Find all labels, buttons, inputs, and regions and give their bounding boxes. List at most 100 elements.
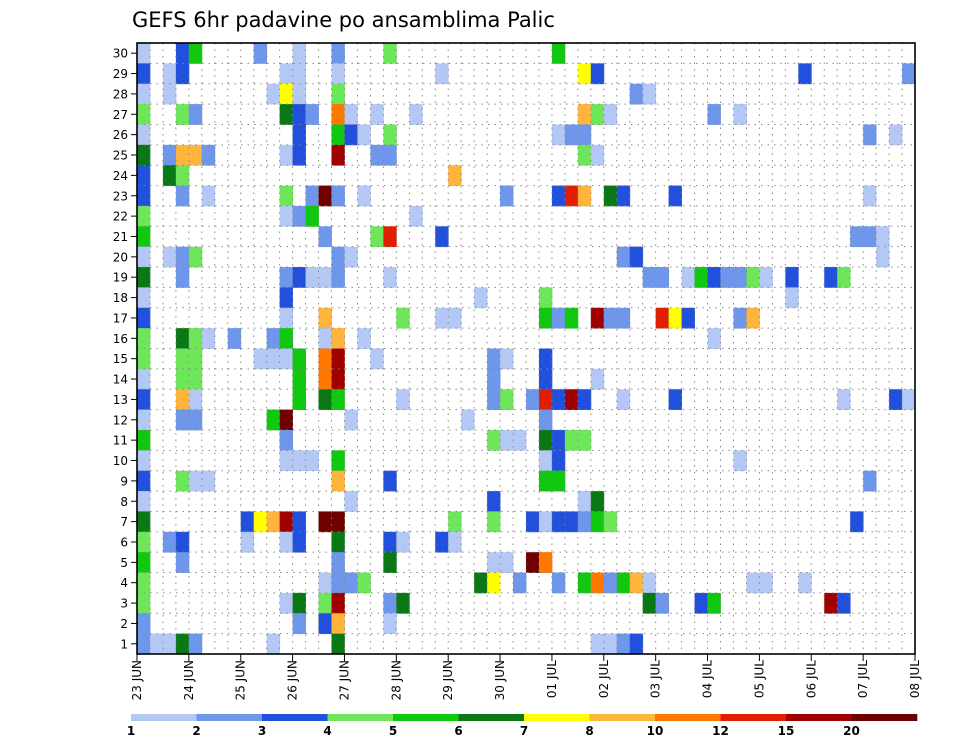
x-tick-label: 28 JUN	[389, 660, 403, 700]
heatmap-cell	[487, 389, 501, 410]
heatmap-cell	[616, 633, 631, 655]
heatmap-cell	[292, 205, 306, 227]
colorbar-label: 2	[192, 724, 200, 738]
heatmap-cell	[733, 307, 747, 329]
heatmap-cell	[383, 613, 397, 635]
heatmap-cell	[474, 287, 488, 309]
heatmap-cell	[227, 328, 242, 349]
heatmap-cell	[655, 307, 670, 329]
heatmap-cell	[863, 124, 877, 146]
heatmap-cell	[331, 267, 345, 288]
heatmap-cell	[201, 185, 216, 207]
x-tick-label: 26 JUN	[286, 660, 300, 700]
heatmap-cell	[318, 389, 332, 410]
y-tick-label: 15	[113, 352, 128, 366]
heatmap-cell	[396, 307, 410, 329]
heatmap-cell	[175, 470, 190, 492]
heatmap-cell	[292, 267, 306, 288]
heatmap-cell	[435, 226, 449, 248]
heatmap-cell	[577, 63, 592, 85]
heatmap-cell	[137, 246, 151, 268]
heatmap-cell	[305, 104, 319, 125]
x-tick-label: 25 JUN	[234, 660, 248, 700]
heatmap-cell	[487, 368, 501, 390]
heatmap-cell	[629, 572, 644, 594]
heatmap-cell	[137, 104, 151, 125]
heatmap-cell	[279, 83, 293, 105]
heatmap-cell	[162, 633, 177, 655]
y-tick-label: 1	[120, 637, 128, 651]
heatmap-cell	[396, 592, 410, 614]
heatmap-cell	[137, 552, 151, 573]
heatmap-cell	[292, 83, 306, 105]
heatmap-cell	[383, 267, 397, 288]
heatmap-cell	[603, 511, 618, 533]
colorbar-swatch	[131, 714, 197, 721]
heatmap-cell	[292, 389, 306, 410]
heatmap-cell	[668, 307, 682, 329]
heatmap-cell	[707, 592, 721, 614]
heatmap-cell	[577, 389, 592, 410]
y-tick-label: 28	[113, 87, 128, 101]
heatmap-cell	[137, 409, 151, 431]
heatmap-cell	[137, 470, 151, 492]
heatmap-cell	[137, 124, 151, 146]
heatmap-cell	[137, 267, 151, 288]
colorbar-label: 7	[520, 724, 528, 738]
heatmap-cell	[383, 43, 397, 64]
heatmap-cell	[577, 144, 592, 166]
y-tick-label: 19	[113, 271, 128, 285]
heatmap-cell	[500, 552, 514, 573]
heatmap-cell	[318, 226, 332, 248]
heatmap-cell	[785, 267, 799, 288]
heatmap-cell	[240, 511, 255, 533]
heatmap-cell	[292, 368, 306, 390]
heatmap-cell	[279, 267, 293, 288]
heatmap-cell	[253, 348, 268, 370]
heatmap-cell	[175, 552, 190, 573]
colorbar-swatch	[262, 714, 328, 721]
heatmap-cell	[577, 572, 592, 594]
heatmap-cell	[240, 531, 255, 553]
heatmap-cell	[500, 429, 514, 451]
heatmap-cell	[655, 267, 670, 288]
heatmap-cell	[824, 267, 838, 288]
heatmap-cell	[383, 144, 397, 166]
heatmap-cell	[551, 572, 566, 594]
heatmap-cell	[590, 144, 605, 166]
heatmap-cell	[188, 144, 203, 166]
heatmap-cell	[577, 491, 592, 512]
heatmap-cell	[642, 267, 657, 288]
heatmap-cell	[707, 104, 721, 125]
heatmap-cell	[137, 43, 151, 64]
x-tick-label: 29 JUN	[441, 660, 455, 700]
heatmap-cell	[876, 246, 890, 268]
grid-lines	[137, 43, 915, 654]
heatmap-cell	[409, 104, 423, 125]
heatmap-cell	[266, 348, 281, 370]
heatmap-cell	[292, 613, 306, 635]
colorbar-label: 12	[712, 724, 729, 738]
heatmap-cell	[513, 429, 527, 451]
y-tick-label: 18	[113, 291, 128, 305]
heatmap-cell	[383, 552, 397, 573]
heatmap-cell	[149, 633, 164, 655]
heatmap-cell	[318, 511, 332, 533]
heatmap-cell	[331, 83, 345, 105]
x-tick-label: 30 JUN	[493, 660, 507, 700]
heatmap-cell	[175, 368, 190, 390]
heatmap-cell	[137, 429, 151, 451]
heatmap-cell	[876, 226, 890, 248]
heatmap-cell	[175, 165, 190, 186]
heatmap-cell	[137, 368, 151, 390]
heatmap-cell	[344, 491, 358, 512]
heatmap-cell	[564, 429, 579, 451]
y-tick-label: 6	[120, 535, 128, 549]
heatmap-cell	[603, 104, 618, 125]
heatmap-cell	[137, 307, 151, 329]
y-tick-label: 7	[120, 515, 128, 529]
heatmap-cell	[331, 633, 345, 655]
heatmap-cell	[616, 185, 631, 207]
heatmap-cell	[590, 572, 605, 594]
heatmap-cell	[292, 450, 306, 472]
